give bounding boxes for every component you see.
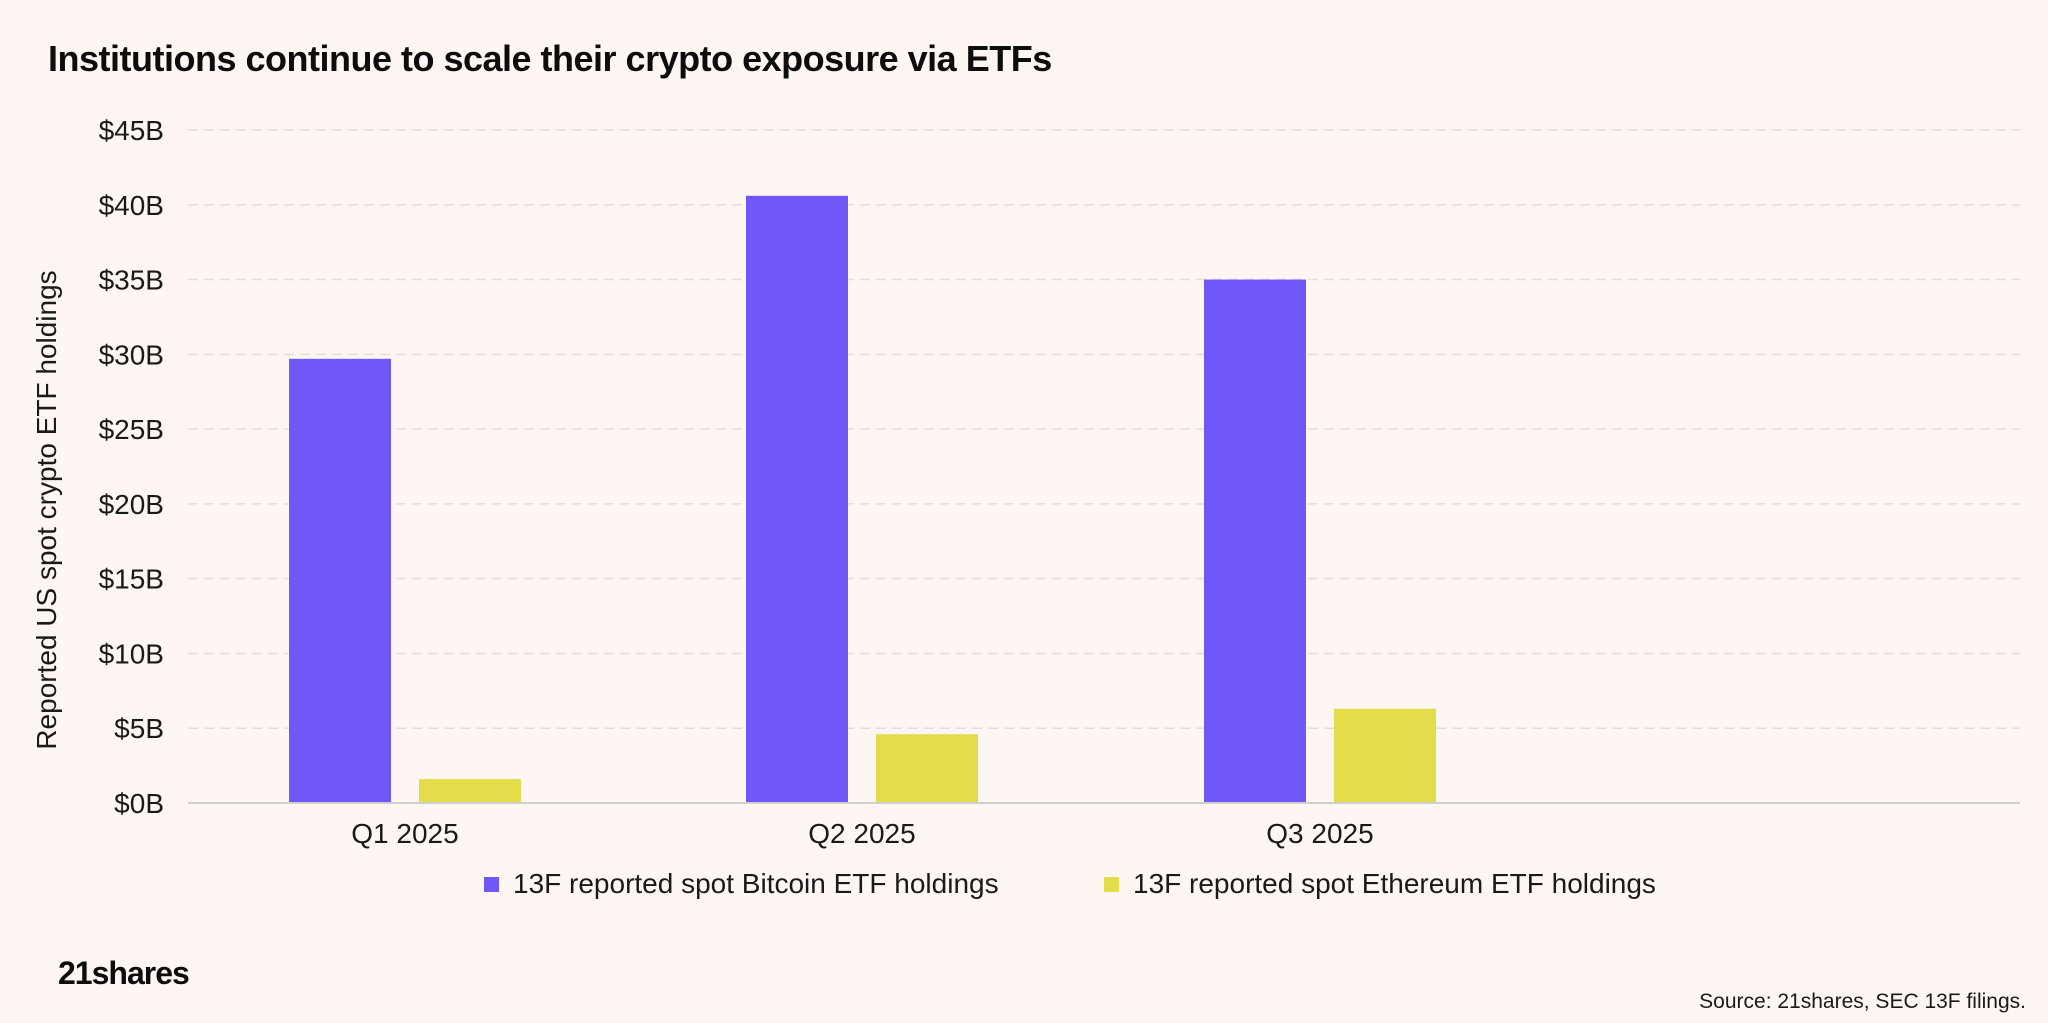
chart-title: Institutions continue to scale their cry… — [48, 38, 1052, 79]
bar-ethereum — [1334, 708, 1436, 803]
x-tick-label: Q2 2025 — [808, 818, 915, 849]
y-tick-label: $0B — [114, 788, 164, 819]
source-note: Source: 21shares, SEC 13F filings. — [1699, 990, 2026, 1013]
x-tick-label: Q1 2025 — [351, 818, 458, 849]
legend-item-bitcoin: 13F reported spot Bitcoin ETF holdings — [484, 868, 999, 900]
y-axis-title: Reported US spot crypto ETF holdings — [31, 270, 62, 749]
y-tick-label: $5B — [114, 713, 164, 744]
y-tick-label: $10B — [99, 638, 164, 669]
legend-swatch-ethereum — [1104, 876, 1119, 892]
y-tick-label: $20B — [99, 489, 164, 520]
y-tick-label: $25B — [99, 414, 164, 445]
bar-bitcoin — [289, 358, 391, 803]
y-tick-label: $30B — [99, 339, 164, 370]
y-tick-label: $40B — [99, 190, 164, 221]
bar-bitcoin — [1204, 279, 1306, 803]
y-tick-label: $35B — [99, 265, 164, 296]
y-tick-label: $15B — [99, 564, 164, 595]
y-tick-label: $45B — [99, 115, 164, 146]
legend: 13F reported spot Bitcoin ETF holdings 1… — [0, 868, 2048, 904]
brand-logo: 21shares — [58, 955, 190, 991]
bar-ethereum — [419, 779, 521, 803]
legend-label-ethereum: 13F reported spot Ethereum ETF holdings — [1133, 868, 1656, 899]
bar-bitcoin — [746, 195, 848, 803]
legend-label-bitcoin: 13F reported spot Bitcoin ETF holdings — [513, 868, 999, 899]
x-tick-label: Q3 2025 — [1266, 818, 1373, 849]
legend-swatch-bitcoin — [484, 876, 499, 892]
bar-ethereum — [876, 734, 978, 803]
legend-item-ethereum: 13F reported spot Ethereum ETF holdings — [1104, 868, 1656, 900]
